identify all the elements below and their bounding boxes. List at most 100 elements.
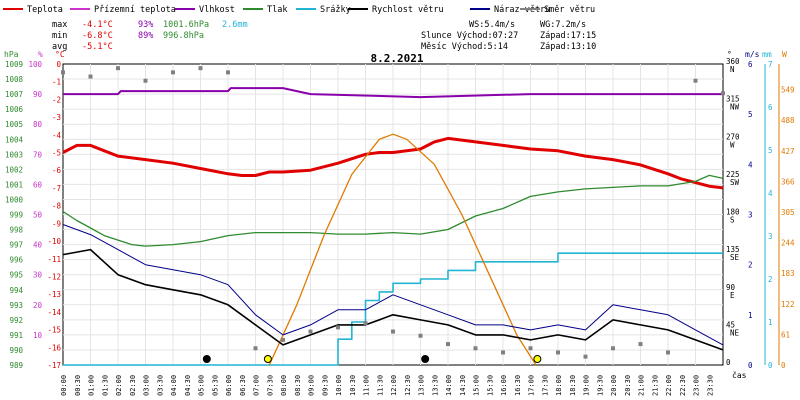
wg-text: WG:7.2m/s [540, 20, 586, 30]
wind-dir-unit: ° [727, 50, 732, 59]
series-line-tlak [62, 174, 724, 247]
solar-tick: 305 [781, 208, 795, 217]
x-tick-label: 18:00 [555, 375, 563, 396]
chart-title: 8.2.2021 [371, 52, 424, 65]
moonrise-marker [202, 355, 211, 363]
x-tick-label: 00:00 [60, 375, 68, 396]
rain-tick: 6 [768, 103, 773, 112]
wind-speed-tick: 4 [748, 160, 753, 169]
x-tick-label: 21:30 [651, 375, 659, 396]
stat-min-label: min [52, 31, 67, 41]
x-tick-label: 03:00 [143, 375, 151, 396]
wind-dir-point [611, 346, 615, 351]
pressure-tick: 990 [9, 346, 23, 355]
x-tick-label: 00:30 [74, 375, 82, 396]
x-tick-label: 04:00 [170, 375, 178, 396]
pressure-tick: 1005 [5, 120, 23, 129]
x-tick-label: 04:30 [184, 375, 192, 396]
wind-dir-point [391, 329, 395, 334]
moon-rise-text: Měsíc Východ:5:14 [421, 42, 508, 52]
moon-set-text: Západ:13:10 [540, 42, 596, 52]
pressure-tick: 1003 [5, 150, 23, 159]
x-tick-label: 11:30 [376, 375, 384, 396]
solar-tick: 0 [781, 361, 786, 370]
wind-speed-tick: 5 [748, 110, 753, 119]
solar-tick: 244 [781, 239, 795, 248]
rain-unit: mm [762, 50, 772, 59]
x-tick-label: 21:00 [638, 375, 646, 396]
sunset-marker [533, 355, 542, 363]
stat-max-rain: 2.6mm [222, 20, 248, 30]
temperature-tick: -4 [52, 131, 62, 140]
x-tick-label: 22:30 [679, 375, 687, 396]
wind-speed-tick: 1 [748, 311, 753, 320]
wind-dir-point [501, 350, 505, 355]
series-line-rychlost-v-tru [62, 248, 724, 351]
wind-speed-tick: 0 [748, 361, 753, 370]
pressure-tick: 1009 [5, 60, 23, 69]
wind-dir-label: NW [730, 103, 740, 112]
wind-dir-point [473, 346, 478, 351]
pressure-tick: 1000 [5, 195, 24, 204]
humidity-tick: 100 [28, 60, 42, 69]
temperature-tick: -2 [52, 95, 61, 104]
legend-label: Rychlost větru [372, 5, 444, 15]
legend-label: Tlak [267, 5, 287, 15]
temperature-unit: °C [55, 50, 65, 59]
series-line-sr-ky [63, 252, 723, 366]
stat-min-press: 996.8hPa [163, 31, 204, 41]
stat-max-label: max [52, 20, 67, 30]
temperature-tick: -13 [47, 290, 61, 299]
x-tick-label: 12:30 [404, 375, 412, 396]
x-tick-label: 20:30 [624, 375, 632, 396]
wind-dir-point [363, 321, 368, 326]
x-tick-label: 17:30 [541, 375, 549, 396]
humidity-tick: 10 [33, 331, 43, 340]
x-tick-label: 07:30 [266, 375, 274, 396]
stat-min-temp: -6.8°C [82, 31, 113, 41]
sun-rise-text: Slunce Východ:07:27 [421, 31, 518, 41]
pressure-tick: 1004 [5, 135, 24, 144]
wind-dir-label: SW [730, 178, 740, 187]
pressure-tick: 1006 [5, 105, 24, 114]
stat-max-hum: 93% [138, 20, 153, 30]
rain-tick: 4 [768, 189, 773, 198]
wind-dir-point [418, 333, 423, 338]
pressure-tick: 1007 [5, 90, 23, 99]
temperature-tick: -3 [52, 113, 61, 122]
x-tick-label: 22:00 [665, 375, 673, 396]
x-tick-label: 09:30 [321, 375, 329, 396]
rain-tick: 2 [768, 275, 773, 284]
wind-dir-tick: 360 [726, 57, 740, 66]
x-tick-label: 10:00 [335, 375, 343, 396]
stats-block: max -4.1°C 93% 1001.6hPa 2.6mm min -6.8°… [52, 20, 248, 52]
temperature-tick: -17 [47, 361, 61, 370]
axes: 1009100810071006100510041003100210011000… [5, 57, 795, 370]
wind-speed-tick: 2 [748, 261, 753, 270]
solar-tick: 427 [781, 147, 795, 156]
humidity-tick: 70 [33, 150, 43, 159]
wind-speed-tick: 6 [748, 60, 753, 69]
wind-dir-label: W [730, 140, 735, 149]
solar-tick: 366 [781, 177, 795, 186]
temperature-tick: -10 [47, 237, 61, 246]
wind-speed-tick: 3 [748, 211, 753, 220]
series-group [61, 66, 725, 366]
wind-dir-point [693, 78, 698, 83]
x-axis-label: čas [732, 370, 747, 380]
x-tick-label: 16:00 [500, 375, 508, 396]
stat-max-temp: -4.1°C [82, 20, 113, 30]
wind-dir-tick: 270 [726, 132, 740, 141]
ws-text: WS:5.4m/s [469, 20, 515, 30]
humidity-tick: 20 [33, 301, 43, 310]
legend-label: Teplota [27, 5, 63, 15]
x-tick-label: 18:30 [569, 375, 577, 396]
unit-labels: hPa % °C ° m/s mm W [4, 50, 787, 59]
wind-dir-tick: 315 [726, 95, 740, 104]
wind-dir-point [88, 74, 93, 79]
pressure-tick: 996 [9, 256, 23, 265]
temperature-tick: -5 [52, 149, 61, 158]
solar-unit: W [782, 50, 787, 59]
wind-speed-unit: m/s [745, 50, 760, 59]
